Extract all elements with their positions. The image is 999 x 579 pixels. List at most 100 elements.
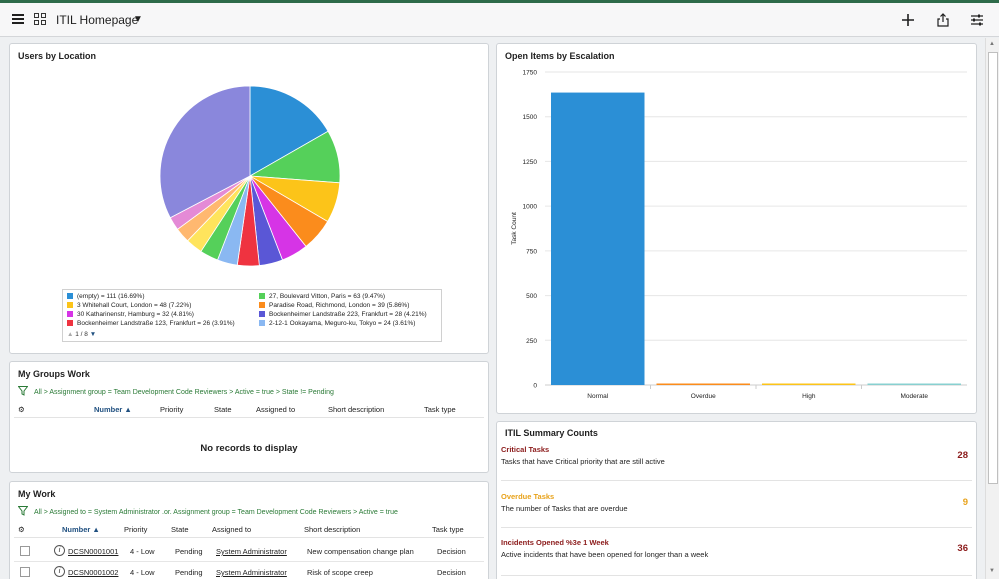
y-axis-label: Task Count [511,212,518,245]
table-row[interactable]: i DCSN0001001 4 - Low Pending System Adm… [14,541,484,562]
legend-label: Paradise Road, Richmond, London = 39 (5.… [269,302,410,309]
col-assigned[interactable]: Assigned to [256,405,296,414]
table-header: ⚙ Number ▲ Priority State Assigned to Sh… [14,402,484,418]
table-row[interactable]: i DCSN0001002 4 - Low Pending System Adm… [14,562,484,579]
legend-item[interactable]: Bockenheimer Landstraße 123, Frankfurt =… [67,320,235,327]
row-priority: 4 - Low [130,547,155,556]
top-accent-line [0,0,999,3]
row-number-link[interactable]: DCSN0001002 [68,568,119,577]
bar[interactable] [867,383,962,386]
col-number[interactable]: Number ▲ [62,525,100,534]
legend-item[interactable]: Paradise Road, Richmond, London = 39 (5.… [259,302,409,309]
users-by-location-panel: Users by Location ▲ 1 / 8 ▼ (empty) = 11… [9,43,489,354]
info-icon[interactable]: i [54,566,65,577]
col-priority[interactable]: Priority [124,525,148,534]
legend-item[interactable]: 3 Whitehall Court, London = 48 (7.22%) [67,302,191,309]
col-short-desc[interactable]: Short description [304,525,361,534]
open-items-bar-chart[interactable]: 0 250 500 750 1000 1250 1500 1750 Task Count Norm… [497,62,976,407]
legend-label: Bockenheimer Landstraße 123, Frankfurt =… [77,320,235,327]
breadcrumb[interactable]: All > Assignment group = Team Developmen… [17,386,334,398]
gear-icon[interactable]: ⚙ [18,405,25,414]
summary-item-desc: Active incidents that have been opened f… [501,550,709,559]
scroll-up-icon[interactable]: ▲ [989,41,995,47]
legend-label: (empty) = 111 (16.69%) [77,293,145,300]
x-tick-label: Moderate [901,393,929,400]
scroll-down-icon[interactable]: ▼ [989,568,995,574]
summary-item-critical[interactable]: Critical Tasks Tasks that have Critical … [501,445,972,481]
legend-swatch [67,293,73,299]
col-task-type[interactable]: Task type [424,405,456,414]
col-priority[interactable]: Priority [160,405,184,414]
pie-slice[interactable] [249,85,329,177]
pie-legend: ▲ 1 / 8 ▼ (empty) = 111 (16.69%) 27, Boul… [62,289,442,342]
legend-item[interactable]: Bockenheimer Landstraße 223, Frankfurt =… [259,311,427,318]
no-records-message: No records to display [200,443,298,454]
panel-title: Open Items by Escalation [505,51,615,61]
share-icon[interactable] [933,10,953,30]
legend-next-icon: ▼ [89,331,97,338]
bar[interactable] [656,383,751,386]
sliders-icon[interactable] [967,10,987,30]
row-number-link[interactable]: DCSN0001001 [68,547,119,556]
summary-item-overdue[interactable]: Overdue Tasks The number of Tasks that a… [501,492,972,528]
panel-title: ITIL Summary Counts [505,428,598,438]
gear-icon[interactable]: ⚙ [18,525,25,534]
plus-icon[interactable] [898,10,918,30]
summary-item-title[interactable]: Incidents Opened %3e 1 Week [501,538,609,547]
my-groups-work-panel: My Groups Work All > Assignment group = … [9,361,489,473]
row-short-desc: Risk of scope creep [307,568,373,577]
panel-title: My Work [18,489,56,499]
legend-item[interactable]: 27, Boulevard Vitton, Paris = 63 (9.47%) [259,293,385,300]
summary-item-title[interactable]: Critical Tasks [501,445,550,454]
col-state[interactable]: State [214,405,232,414]
scrollbar-thumb[interactable] [988,52,998,484]
bar[interactable] [551,92,645,385]
legend-pager[interactable]: ▲ 1 / 8 ▼ [67,331,96,338]
users-by-location-pie[interactable] [158,84,342,268]
x-tick-label: Overdue [691,393,716,400]
row-priority: 4 - Low [130,568,155,577]
summary-item-count[interactable]: 36 [957,543,968,554]
breadcrumb[interactable]: All > Assigned to = System Administrator… [17,506,398,518]
legend-label: 30 Katharinenstr, Hamburg = 32 (4.81%) [77,311,194,318]
row-assigned-link[interactable]: System Administrator [216,568,287,577]
legend-item[interactable]: 2-12-1 Ookayama, Meguro-ku, Tokyo = 24 (… [259,320,415,327]
col-state[interactable]: State [171,525,189,534]
legend-page-label: 1 / 8 [75,331,88,338]
col-assigned[interactable]: Assigned to [212,525,252,534]
col-task-type[interactable]: Task type [432,525,464,534]
legend-swatch [67,311,73,317]
bar[interactable] [762,383,856,386]
x-tick-label: Normal [587,393,609,400]
dashboard-grid-icon[interactable] [34,13,46,25]
menu-icon[interactable] [12,14,24,24]
summary-item-count[interactable]: 28 [957,450,968,461]
row-assigned-link[interactable]: System Administrator [216,547,287,556]
col-number[interactable]: Number ▲ [94,405,132,414]
summary-item-title[interactable]: Overdue Tasks [501,492,555,501]
info-icon[interactable]: i [54,545,65,556]
summary-item-count[interactable]: 9 [962,497,968,508]
summary-item-incidents[interactable]: Incidents Opened %3e 1 Week Active incid… [501,538,972,576]
row-checkbox[interactable] [20,546,30,556]
filter-icon [17,506,29,518]
page-scrollbar[interactable]: ▲ ▼ [985,38,999,579]
pie-slice[interactable] [159,85,251,219]
row-state: Pending [175,547,203,556]
panel-title: My Groups Work [18,369,90,379]
legend-swatch [259,311,265,317]
summary-item-desc: Tasks that have Critical priority that a… [501,457,665,466]
chevron-down-icon[interactable]: ▼ [133,14,143,25]
page-title[interactable]: ITIL Homepage [56,13,139,27]
legend-prev-icon: ▲ [67,331,74,338]
legend-label: Bockenheimer Landstraße 223, Frankfurt =… [269,311,427,318]
legend-swatch [67,302,73,308]
panel-title: Users by Location [18,51,97,61]
legend-item[interactable]: (empty) = 111 (16.69%) [67,293,145,300]
legend-swatch [259,293,265,299]
legend-item[interactable]: 30 Katharinenstr, Hamburg = 32 (4.81%) [67,311,194,318]
row-checkbox[interactable] [20,567,30,577]
itil-summary-panel: ITIL Summary Counts Critical Tasks Tasks… [496,421,977,579]
col-short-desc[interactable]: Short description [328,405,385,414]
legend-swatch [259,302,265,308]
